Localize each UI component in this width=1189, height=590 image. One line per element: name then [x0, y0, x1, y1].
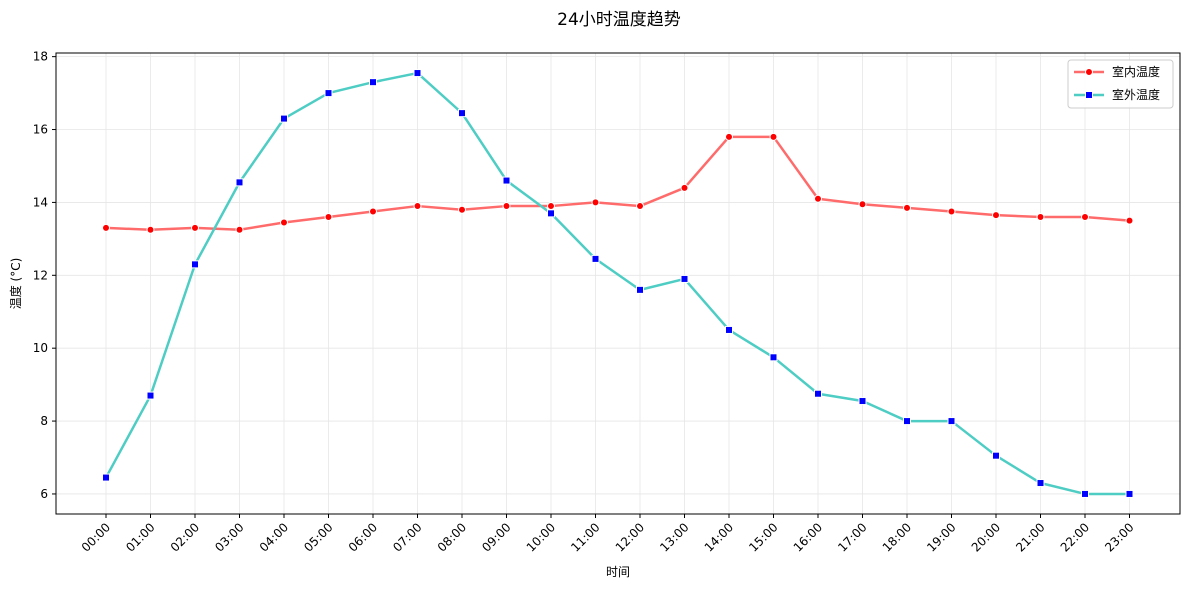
series-2-point — [324, 89, 333, 98]
series-1-point — [413, 202, 422, 211]
series-2-point — [1125, 489, 1134, 498]
series-1-point — [680, 183, 689, 192]
series-1-point — [769, 132, 778, 141]
y-tick-label: 8 — [40, 414, 48, 428]
series-1-point — [458, 205, 466, 214]
series-1-point — [235, 225, 244, 234]
series-1-point — [903, 203, 911, 212]
series-2-point — [1081, 489, 1089, 498]
x-axis-label: 时间 — [606, 565, 630, 579]
series-1-point — [146, 225, 155, 234]
series-2-point — [947, 417, 956, 426]
series-layer — [102, 69, 1134, 498]
y-tick-label: 16 — [33, 123, 48, 137]
y-axis-label: 温度 (°C) — [8, 258, 23, 310]
series-1-point — [324, 212, 333, 221]
series-2-point — [725, 325, 733, 334]
series-1-point — [191, 223, 199, 232]
series-2-point — [502, 176, 511, 185]
series-1-point — [502, 202, 511, 211]
series-1-point — [725, 132, 733, 141]
series-1-point — [547, 202, 555, 211]
series-2-point — [769, 353, 778, 362]
series-1-point — [1036, 212, 1045, 221]
series-2-point — [458, 109, 466, 118]
series-2-point — [413, 69, 422, 78]
series-1-point — [1081, 212, 1089, 221]
y-tick-label: 10 — [33, 341, 48, 355]
plot-frame — [55, 52, 1181, 515]
series-2-point — [992, 451, 1000, 460]
legend-marker-square — [1085, 91, 1093, 99]
series-1-point — [591, 198, 600, 207]
y-tick-label: 14 — [33, 195, 48, 209]
series-1-point — [369, 207, 377, 216]
series-1-point — [992, 211, 1000, 220]
series-1-point — [1125, 216, 1134, 225]
series-2-point — [591, 254, 600, 263]
grid-lines — [56, 53, 1180, 514]
legend-label: 室内温度 — [1112, 64, 1160, 79]
y-tick-label: 18 — [33, 50, 48, 64]
series-1-point — [636, 202, 644, 211]
series-2-point — [858, 397, 867, 406]
series-2-point — [146, 391, 155, 400]
y-tick-label: 12 — [33, 268, 48, 282]
series-2-point — [1036, 479, 1045, 488]
series-2-point — [636, 285, 644, 294]
series-2-point — [547, 209, 555, 218]
series-2-point — [369, 78, 377, 87]
series-2-point — [235, 178, 244, 187]
series-1-point — [947, 207, 956, 216]
series-2-point — [102, 473, 110, 482]
legend-marker-circle — [1085, 68, 1093, 76]
series-line-2 — [104, 71, 1130, 496]
y-tick-label: 6 — [40, 487, 48, 501]
series-2-point — [280, 114, 288, 123]
series-1-point — [280, 218, 288, 227]
series-line-1 — [105, 135, 1130, 231]
series-1-point — [858, 200, 867, 209]
series-2-point — [680, 274, 689, 283]
series-2-point — [191, 260, 199, 269]
chart-title: 24小时温度趋势 — [557, 10, 681, 30]
series-1-point — [814, 194, 822, 203]
legend-label: 室外温度 — [1112, 87, 1160, 102]
series-2-point — [903, 417, 911, 426]
series-1-point — [102, 223, 110, 232]
y-axis: 6 8 10 12 14 16 18 — [33, 50, 56, 501]
series-2-point — [814, 389, 822, 398]
